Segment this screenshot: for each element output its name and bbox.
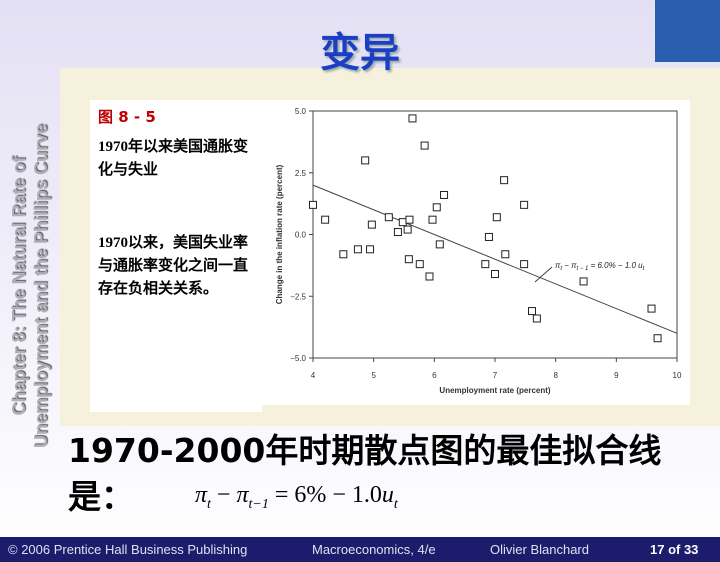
annotation: πt − πt − 1 = 6.0% − 1.0 ut [555,261,645,272]
x-tick-label: 6 [432,371,437,380]
annotation-part: t [643,266,645,272]
point [366,245,375,254]
x-tick-label: 8 [553,371,558,380]
point [367,220,376,229]
f: π [236,482,249,508]
slide-title: 变异 [320,30,400,76]
point [520,260,529,269]
point [528,307,537,316]
point [398,218,407,227]
y-tick-label: −2.5 [290,292,306,301]
point [579,277,588,286]
point [440,190,449,199]
annotation-part: t − 1 [577,266,589,272]
y-axis-label: Change in the inflation rate (percent) [275,164,284,304]
point [492,213,501,222]
point [361,156,370,165]
x-tick-label: 4 [311,371,316,380]
point [500,176,509,185]
point [428,215,437,224]
x-tick-label: 10 [673,371,682,380]
point [420,141,429,150]
point [520,200,529,209]
footer: © 2006 Prentice Hall Business Publishing… [0,537,720,562]
conclusion: 1970-2000年时期散点图的最佳拟合线是： [68,431,662,516]
leader [534,266,553,283]
figure-label: 图 8 - 5 [98,108,156,126]
point [384,213,393,222]
point [404,255,413,264]
figure-caption: 1970年以来美国通胀变化与失业 [98,139,249,178]
side-line: Unemployment and the Phillips Curve [31,123,51,449]
f: t [207,496,211,512]
point [339,250,348,259]
point [484,232,493,241]
point [321,215,330,224]
x-tick-label: 5 [371,371,376,380]
point [403,225,412,234]
point [353,245,362,254]
point [491,270,499,279]
f: t [393,496,398,512]
point [408,114,417,123]
footer-text: Macroeconomics, 4/e [312,542,436,557]
y-tick-label: 0.0 [295,231,307,240]
point [481,260,490,269]
annotation-part: − π [562,261,577,270]
point [309,200,317,209]
y-tick-label: −5.0 [290,354,306,363]
f: u [381,482,394,508]
y-tick-label: 2.5 [295,169,307,178]
side-line: Chapter 8: The Natural Rate of [9,156,29,416]
point [432,203,441,212]
point [415,260,424,269]
annotation-part: π [555,261,561,270]
point [405,215,414,224]
footer-text: 17 of 33 [650,542,699,557]
formula: πt − πt−1 = 6% − 1.0ut [195,482,398,513]
x-tick-label: 9 [614,371,619,380]
f: = 6% − 1.0 [268,482,382,508]
y-tick-label: 5.0 [295,107,307,116]
f: − [210,482,237,508]
f: π [195,482,208,508]
x-axis-label: Unemployment rate (percent) [439,386,550,395]
point [532,314,541,323]
point [393,228,402,237]
chart-box [262,100,690,405]
x-tick-label: 7 [493,371,498,380]
figure-box [90,100,262,412]
point [425,272,434,281]
f: t−1 [248,496,269,512]
fit-line [312,184,678,334]
logo [655,0,720,62]
annotation-part: t [560,266,562,272]
footer-text: © 2006 Prentice Hall Business Publishing [8,542,248,557]
side-title: Chapter 8: The Natural Rate of Unemployme… [8,96,52,476]
point [435,240,444,249]
footer-text: Olivier Blanchard [490,542,589,557]
point [501,250,510,259]
annotation-part: = 6.0% − 1.0 u [588,261,643,270]
point [653,334,662,343]
figure-note: 1970以来，美国失业率与通胀率变化之间一直存在负相关关系。 [98,235,249,297]
point [647,304,656,313]
